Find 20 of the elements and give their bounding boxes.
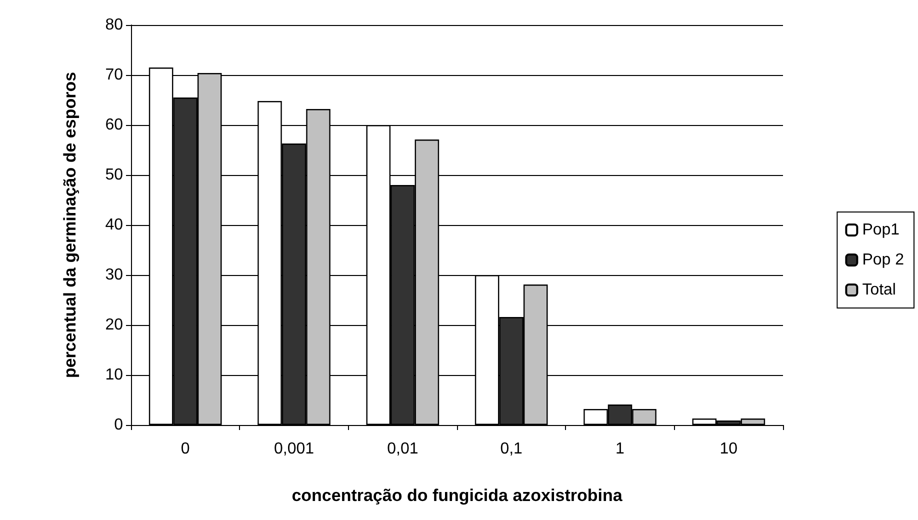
legend-label: Pop1: [862, 222, 900, 238]
y-tick-label: 80: [105, 16, 124, 34]
x-tick-label: 0: [180, 440, 190, 458]
y-tick-label: 70: [105, 66, 124, 84]
y-tick-label: 0: [114, 416, 124, 434]
x-tick-label: 0,1: [500, 440, 523, 458]
y-tick-label: 30: [105, 266, 124, 284]
x-tick-label: 0,01: [387, 440, 418, 458]
x-tick-label: 1: [616, 440, 625, 458]
x-tick-label: 0,001: [274, 440, 314, 458]
y-tick-label: 20: [105, 316, 124, 334]
x-axis-title: concentração do fungicida azoxistrobina: [292, 486, 623, 505]
y-axis-title: percentual da germinação de esporos: [60, 72, 80, 378]
legend-label: Pop 2: [862, 252, 904, 268]
y-tick-label: 50: [105, 166, 124, 184]
x-tick-label: 10: [720, 440, 738, 458]
y-tick-label: 60: [105, 116, 124, 134]
y-tick-label: 10: [105, 366, 124, 384]
legend-label: Total: [862, 282, 896, 298]
y-tick-label: 40: [105, 216, 124, 234]
